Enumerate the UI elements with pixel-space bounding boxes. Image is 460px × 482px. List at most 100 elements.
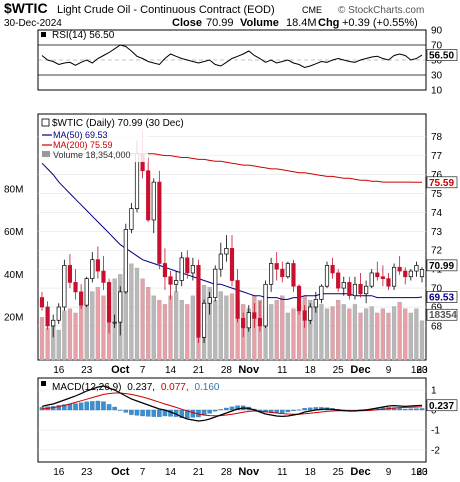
volume-bar [380,308,385,361]
rsi-line [41,44,423,69]
x-axis-label-macd: 11 [277,467,288,478]
macd-histogram-bar [134,409,140,416]
price-tick-label: 68 [431,321,443,332]
x-axis-label-macd: 18 [305,467,317,478]
volume-legend-label: Volume 18,354,000 [53,150,131,160]
candle-down [45,306,50,327]
volume-bar [369,306,374,361]
candle-up [112,321,117,324]
rsi-tick-label: 50 [431,56,443,67]
x-axis-label-macd: 16 [53,467,65,478]
volume-bar [386,312,391,361]
chg-label: Chg [318,17,339,29]
candle-down [347,282,352,297]
candle-up [179,257,184,281]
volume-tick-label: 40M [4,270,23,281]
volume-last-value-text: 18354 [429,310,457,321]
volume-bar [73,312,78,361]
price-tick-label: 75 [431,189,443,200]
macd-histogram-bar [90,401,95,411]
candle-down [280,268,285,278]
ma200-last-value-box [426,176,458,189]
volume-bar [90,291,95,361]
macd-histogram-bar [190,409,196,418]
rsi-legend-swatch [41,32,46,37]
macd-histogram-bar [123,409,129,413]
macd-histogram-bar [408,408,414,411]
rsi-last-value-text: 56.50 [429,51,454,62]
x-axis-label-macd: 30 [416,467,428,478]
macd-histogram-bar [235,405,240,411]
macd-histogram-bar [117,409,123,411]
candle-down [73,282,78,293]
candle-up [369,272,374,287]
volume-bar [62,310,67,361]
axis-labels: 16162323OctOct77141421212828NovNov111118… [53,364,428,478]
x-axis-label-macd: 23 [416,467,428,478]
volume-bar [129,263,134,361]
price-legend-box [40,116,148,162]
macd-histogram-bar [185,409,190,419]
macd-histogram-bar [302,408,307,411]
ma50-last-value-text: 69.53 [429,292,454,303]
chart-date: 30-Dec-2024 [4,18,62,29]
macd-histogram-bar [218,409,224,411]
macd-histogram-bar [106,404,112,411]
x-axis-label-price: 14 [165,365,177,376]
volume-bar [280,295,285,361]
candle-up [118,291,123,323]
volume-bar [269,304,274,361]
macd-histogram-bar [207,409,212,414]
volume-bar [319,304,324,361]
candle-down [380,276,385,279]
macd-histogram-bar [414,408,419,411]
macd-tick-label: 1 [431,386,437,397]
volume-bar [190,295,195,361]
macd-title-histogram: 0.160 [194,382,219,393]
x-axis-label-macd: 16 [411,467,423,478]
x-axis-label-price: 16 [411,365,423,376]
volume-bar [84,304,89,361]
volume-bar [358,312,363,361]
rsi-tick-label: 30 [431,71,443,82]
macd-histogram-bar [307,407,313,411]
volume-bar [95,287,100,361]
candle-up [218,253,223,270]
volume-bar [336,299,341,361]
candle-up [352,283,358,297]
x-axis-label-price: 11 [277,365,288,376]
candle-up [285,263,290,278]
candle-down [257,318,263,327]
candle-up [84,278,89,306]
macd-histogram-bar [95,400,101,411]
macd-histogram-bar [402,408,408,411]
macd-tick-label: -1 [431,426,440,437]
rsi-tick-label: 90 [431,26,443,37]
candle-up [246,312,251,329]
candle-up [364,285,369,295]
price-tick-label: 72 [431,246,443,257]
volume-bar [274,299,279,361]
volume-bar [168,295,173,361]
volume-bar [341,304,346,361]
x-axis-label-macd: 23 [81,467,93,478]
macd-last-value-box [426,399,458,412]
candle-up [341,282,346,289]
price-plot: 787776757473727170696880M60M40M20M70.997… [4,131,458,361]
price-tick-label: 74 [431,208,443,219]
x-axis-label-price: 21 [193,365,205,376]
ma50-line [41,162,423,300]
volume-label: Volume [240,17,279,29]
ma200-last-value-text: 75.59 [429,178,454,189]
x-axis-label-macd: 7 [140,467,146,478]
volume-bar [330,306,335,361]
macd-last-value-text: 0.237 [429,401,454,412]
candle-down [241,318,246,329]
volume-tick-label: 60M [4,227,23,238]
macd-histogram-bar [285,409,291,413]
candle-down [106,282,112,323]
volume-bar [79,299,84,361]
macd-histogram-bar [296,409,302,411]
volume-bar [213,299,218,361]
candle-down [196,265,201,338]
